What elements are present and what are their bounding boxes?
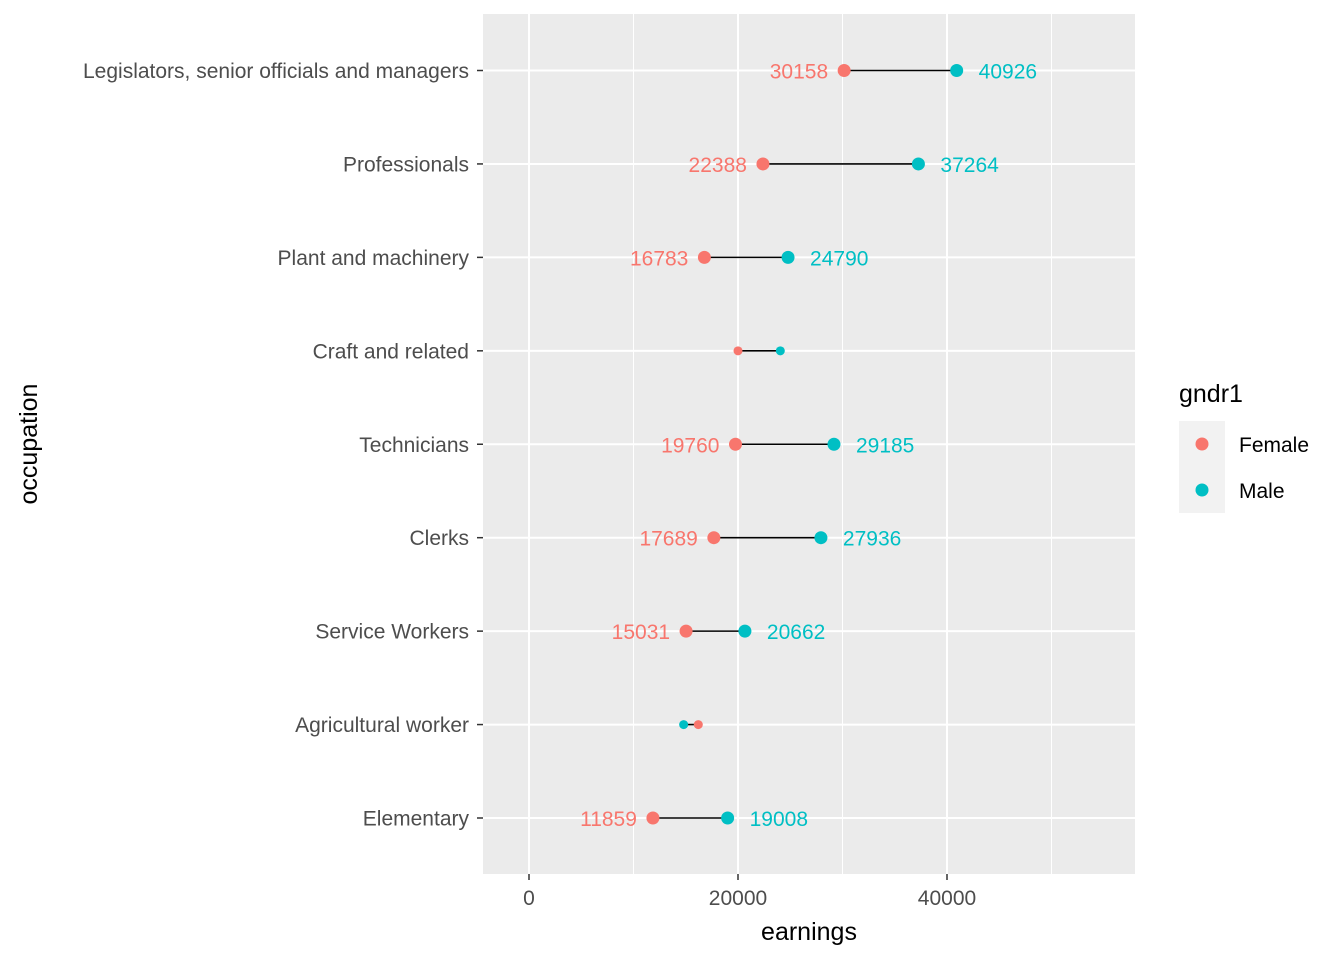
- male-point: [679, 720, 689, 730]
- y-axis-title: occupation: [15, 384, 43, 505]
- male-point: [781, 250, 795, 264]
- y-tick-label: Elementary: [363, 808, 470, 831]
- male-value-label: 40926: [979, 61, 1037, 84]
- value-labels: 30158 40926 22388 37264 16783 24790 19760 29185…: [580, 61, 1037, 832]
- male-point: [911, 157, 925, 171]
- female-value-label: 15031: [612, 621, 670, 644]
- y-tick-label: Technicians: [359, 434, 469, 457]
- x-tick-label: 20000: [709, 887, 767, 910]
- female-point: [679, 624, 693, 638]
- male-point: [721, 811, 735, 825]
- y-tick-label: Craft and related: [313, 340, 469, 363]
- male-value-label: 37264: [940, 154, 999, 177]
- legend-title: gndr1: [1179, 380, 1243, 408]
- x-axis: 0 20000 40000: [523, 874, 976, 910]
- dumbbell-segments: [652, 69, 957, 819]
- male-point: [827, 437, 841, 451]
- female-value-label: 19760: [661, 434, 719, 457]
- male-point: [950, 64, 964, 77]
- y-tick-label: Plant and machinery: [278, 247, 470, 270]
- female-value-label: 11859: [580, 808, 637, 831]
- male-value-label: 20662: [767, 621, 825, 644]
- x-tick-label: 0: [523, 887, 535, 910]
- legend: gndr1 Female Male: [1179, 380, 1309, 513]
- male-point: [814, 531, 828, 545]
- legend-key-male-icon: [1195, 483, 1209, 497]
- male-point: [775, 346, 785, 356]
- x-axis-title: earnings: [761, 918, 857, 946]
- x-tick-label: 40000: [918, 887, 976, 910]
- y-tick-label: Clerks: [409, 527, 469, 550]
- y-tick-label: Agricultural worker: [295, 714, 469, 737]
- male-value-label: 29185: [856, 434, 914, 457]
- y-tick-label: Professionals: [343, 153, 469, 176]
- female-point: [756, 157, 770, 171]
- female-value-label: 16783: [630, 247, 688, 270]
- female-point: [646, 811, 660, 825]
- male-value-label: 24790: [810, 247, 868, 270]
- male-point: [738, 624, 752, 638]
- female-point: [837, 64, 851, 77]
- data-points: [646, 64, 964, 825]
- female-point: [707, 531, 721, 545]
- male-value-label: 27936: [843, 528, 901, 551]
- legend-label-female: Female: [1239, 434, 1309, 457]
- female-point: [697, 250, 711, 264]
- male-value-label: 19008: [750, 808, 808, 831]
- female-point: [693, 720, 703, 730]
- female-value-label: 17689: [639, 528, 697, 551]
- legend-key-female-icon: [1195, 437, 1209, 451]
- female-point: [728, 437, 742, 451]
- female-value-label: 22388: [689, 154, 747, 177]
- y-tick-label: Legislators, senior officials and manage…: [83, 60, 469, 83]
- legend-label-male: Male: [1239, 480, 1285, 503]
- y-tick-label: Service Workers: [315, 621, 469, 644]
- y-axis: Legislators, senior officials and manage…: [83, 60, 483, 831]
- female-value-label: 30158: [770, 61, 828, 84]
- female-point: [733, 346, 743, 356]
